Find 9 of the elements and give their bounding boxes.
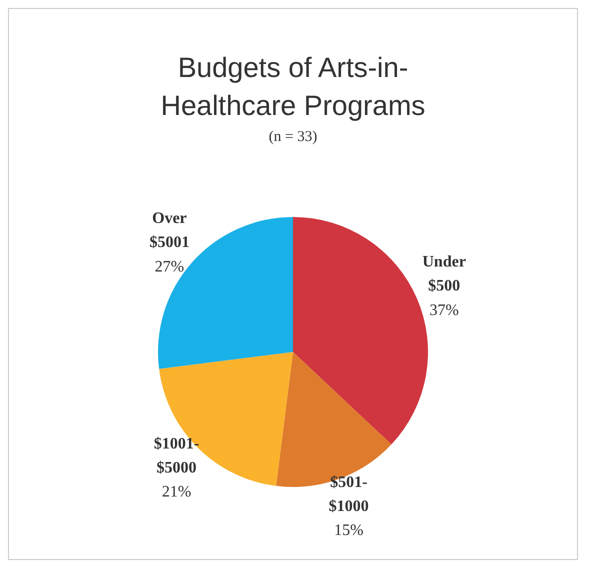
data-label: 37% bbox=[429, 302, 459, 319]
chart-subtitle: (n = 33) bbox=[268, 129, 318, 146]
data-label: 15% bbox=[334, 522, 364, 540]
slice-label: Over $5001 bbox=[149, 210, 190, 252]
slice-label: $501-$1000 bbox=[328, 474, 369, 516]
data-label: 27% bbox=[154, 258, 184, 276]
chart-title: Budgets of Arts-in-Healthcare Programs bbox=[160, 51, 426, 123]
data-label: 21% bbox=[162, 484, 192, 501]
slice-label: Under $500 bbox=[422, 254, 466, 295]
